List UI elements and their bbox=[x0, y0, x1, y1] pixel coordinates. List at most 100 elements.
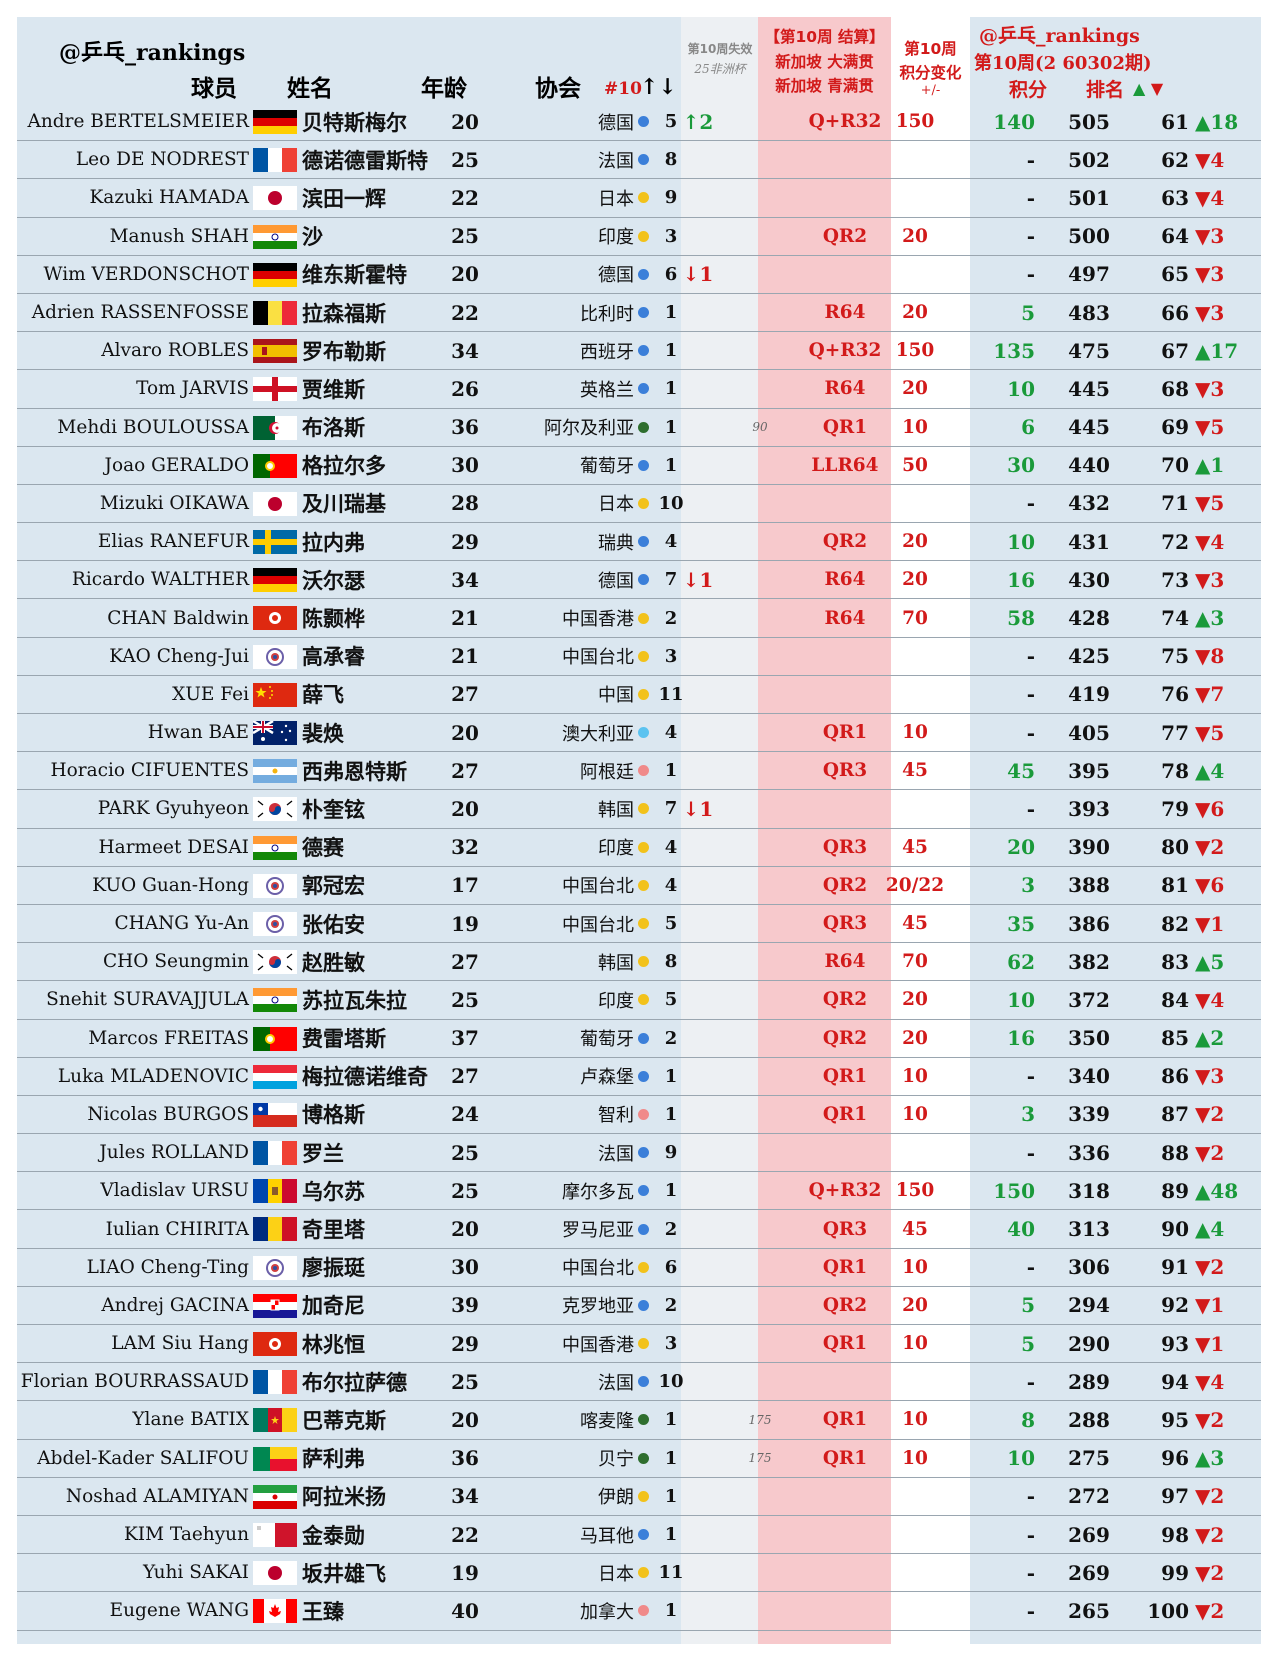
table-header: @乒乓_rankings 球员 姓名 年龄 协会 #10 ↑↓ 第10周失效 2… bbox=[17, 17, 1261, 103]
event-stage: QR2 bbox=[822, 531, 868, 553]
col-points: 积分 bbox=[1009, 79, 1048, 101]
rank: 87 bbox=[1161, 1102, 1189, 1127]
association: 瑞典 bbox=[487, 523, 649, 560]
player-age: 34 bbox=[451, 567, 479, 592]
expiring-points bbox=[717, 256, 803, 293]
region-dot-icon bbox=[638, 727, 649, 739]
event-stage bbox=[807, 1592, 883, 1629]
points-change: 10 bbox=[1007, 1446, 1035, 1471]
ranking-points: 395 bbox=[1068, 758, 1110, 783]
taipei-flag-icon bbox=[253, 644, 297, 669]
player-age: 37 bbox=[451, 1026, 479, 1051]
event-points: 10 bbox=[902, 416, 928, 438]
expiring-points bbox=[717, 1554, 803, 1591]
expiring-points bbox=[717, 1249, 803, 1286]
rank-move: ▲4 bbox=[1195, 758, 1225, 783]
region-dot-icon bbox=[638, 421, 649, 433]
association: 韩国 bbox=[487, 943, 649, 980]
event-points bbox=[879, 485, 951, 522]
right-handle: @乒乓_rankings bbox=[979, 25, 1140, 47]
table-row: Manush SHAH 沙 25 印度 3 QR2 20 - 500 64 ▼3 bbox=[17, 218, 1261, 256]
points-change: - bbox=[1026, 720, 1035, 745]
event-stage bbox=[807, 790, 883, 827]
player-name: Nicolas BURGOS bbox=[87, 1103, 249, 1125]
france-flag-icon bbox=[253, 148, 297, 173]
rank-move: ▼2 bbox=[1195, 1255, 1225, 1280]
table-row: Wim VERDONSCHOT 维东斯霍特 20 德国 6 ↓1 - 497 65 ▼3 bbox=[17, 256, 1261, 294]
association: 中国台北 bbox=[487, 638, 649, 675]
association-label: 澳大利亚 bbox=[562, 723, 634, 745]
player-name-cn: 西弗恩特斯 bbox=[302, 759, 407, 784]
event-points bbox=[879, 141, 951, 178]
rank: 62 bbox=[1161, 147, 1189, 172]
points-change: 150 bbox=[993, 1178, 1035, 1203]
points-change: 10 bbox=[1007, 987, 1035, 1012]
ranking-points: 289 bbox=[1068, 1369, 1110, 1394]
expiring-points bbox=[717, 561, 803, 598]
region-dot-icon bbox=[638, 1605, 649, 1617]
player-age: 19 bbox=[451, 1560, 479, 1585]
wc-count: 1 bbox=[664, 378, 678, 400]
player-name-cn: 及川瑞基 bbox=[302, 492, 386, 517]
points-change: 140 bbox=[993, 109, 1035, 134]
player-age: 20 bbox=[451, 1217, 479, 1242]
expiring-points: 175 bbox=[748, 1412, 772, 1427]
player-name: Tom JARVIS bbox=[136, 378, 249, 400]
hongkong-flag-icon bbox=[253, 606, 297, 631]
region-dot-icon bbox=[638, 612, 649, 624]
association-label: 德国 bbox=[598, 265, 634, 287]
expiring-points bbox=[717, 943, 803, 980]
region-dot-icon bbox=[638, 1185, 649, 1197]
player-name: Wim VERDONSCHOT bbox=[43, 263, 249, 285]
player-name-cn: 博格斯 bbox=[302, 1103, 365, 1128]
rank-move: ▼4 bbox=[1195, 529, 1225, 554]
ranking-points: 386 bbox=[1068, 911, 1110, 936]
ranking-points: 425 bbox=[1068, 644, 1110, 669]
ranking-points: 500 bbox=[1068, 224, 1110, 249]
association: 罗马尼亚 bbox=[487, 1210, 649, 1247]
player-name: Luka MLADENOVIC bbox=[57, 1065, 249, 1087]
table-row: Nicolas BURGOS 博格斯 24 智利 1 QR1 10 3 339 87 ▼2 bbox=[17, 1096, 1261, 1135]
player-name-cn: 陈颢桦 bbox=[302, 607, 365, 632]
points-change: - bbox=[1026, 1064, 1035, 1089]
player-age: 20 bbox=[451, 720, 479, 745]
player-age: 34 bbox=[451, 1484, 479, 1509]
event-points: 20 bbox=[902, 1294, 928, 1316]
rank-move: ▼5 bbox=[1195, 720, 1225, 745]
player-name-cn: 乌尔苏 bbox=[302, 1179, 365, 1204]
event-points bbox=[879, 1363, 951, 1400]
player-age: 20 bbox=[451, 109, 479, 134]
table-row: Mehdi BOULOUSSA 布洛斯 36 阿尔及利亚 1 90 QR1 10 6 445 69 ▼… bbox=[17, 409, 1261, 447]
wc-count: 5 bbox=[664, 989, 678, 1011]
player-name: CHANG Yu-An bbox=[114, 913, 249, 935]
rank: 91 bbox=[1161, 1255, 1189, 1280]
event-stage: QR1 bbox=[822, 1409, 868, 1431]
ranking-points: 431 bbox=[1068, 529, 1110, 554]
rank: 74 bbox=[1161, 606, 1189, 631]
region-dot-icon bbox=[638, 154, 649, 166]
expiring-points bbox=[717, 638, 803, 675]
event-points bbox=[879, 790, 951, 827]
rank: 88 bbox=[1161, 1140, 1189, 1165]
event-points bbox=[879, 256, 951, 293]
germany-flag-icon bbox=[253, 568, 297, 593]
table-row: Ricardo WALTHER 沃尔瑟 34 德国 7 ↓1 R64 20 16 430 73 ▼3 bbox=[17, 561, 1261, 600]
association: 日本 bbox=[487, 485, 649, 522]
player-age: 24 bbox=[451, 1102, 479, 1127]
india-flag-icon bbox=[253, 988, 297, 1013]
wc-move bbox=[683, 714, 713, 751]
association-label: 葡萄牙 bbox=[580, 456, 634, 478]
player-age: 19 bbox=[451, 911, 479, 936]
player-name: Ylane BATIX bbox=[132, 1409, 249, 1431]
points-change: 58 bbox=[1007, 606, 1035, 631]
croatia-flag-icon bbox=[253, 1293, 297, 1318]
col-wc-arrows: ↑↓ bbox=[640, 74, 677, 100]
japan-flag-icon bbox=[253, 1561, 297, 1586]
col-wc: #10 bbox=[604, 79, 642, 99]
ranking-points: 350 bbox=[1068, 1026, 1110, 1051]
wc-count: 1 bbox=[664, 1447, 678, 1469]
event-points: 20 bbox=[902, 302, 928, 324]
expiring-points bbox=[717, 370, 803, 407]
ranking-points: 340 bbox=[1068, 1064, 1110, 1089]
wc-move bbox=[683, 1058, 713, 1095]
